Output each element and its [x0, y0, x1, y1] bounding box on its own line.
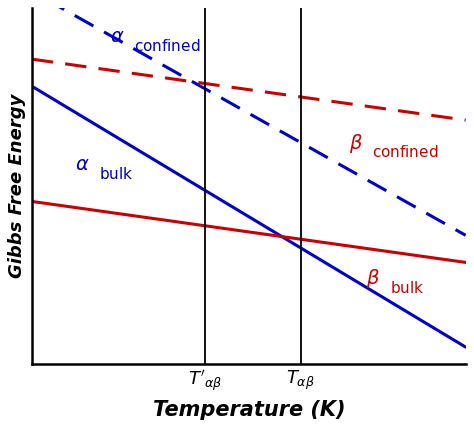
Text: $\beta$: $\beta$: [366, 267, 380, 290]
Text: $\mathrm{confined}$: $\mathrm{confined}$: [134, 38, 200, 54]
Text: $\mathrm{confined}$: $\mathrm{confined}$: [373, 144, 439, 160]
Text: $\alpha$: $\alpha$: [75, 155, 90, 174]
Text: $\mathrm{bulk}$: $\mathrm{bulk}$: [99, 166, 134, 182]
Y-axis label: Gibbs Free Energy: Gibbs Free Energy: [9, 94, 27, 278]
Text: $\alpha$: $\alpha$: [110, 27, 125, 46]
Text: $\mathrm{bulk}$: $\mathrm{bulk}$: [390, 279, 424, 296]
X-axis label: Temperature (K): Temperature (K): [153, 400, 345, 420]
Text: $\beta$: $\beta$: [348, 132, 363, 155]
